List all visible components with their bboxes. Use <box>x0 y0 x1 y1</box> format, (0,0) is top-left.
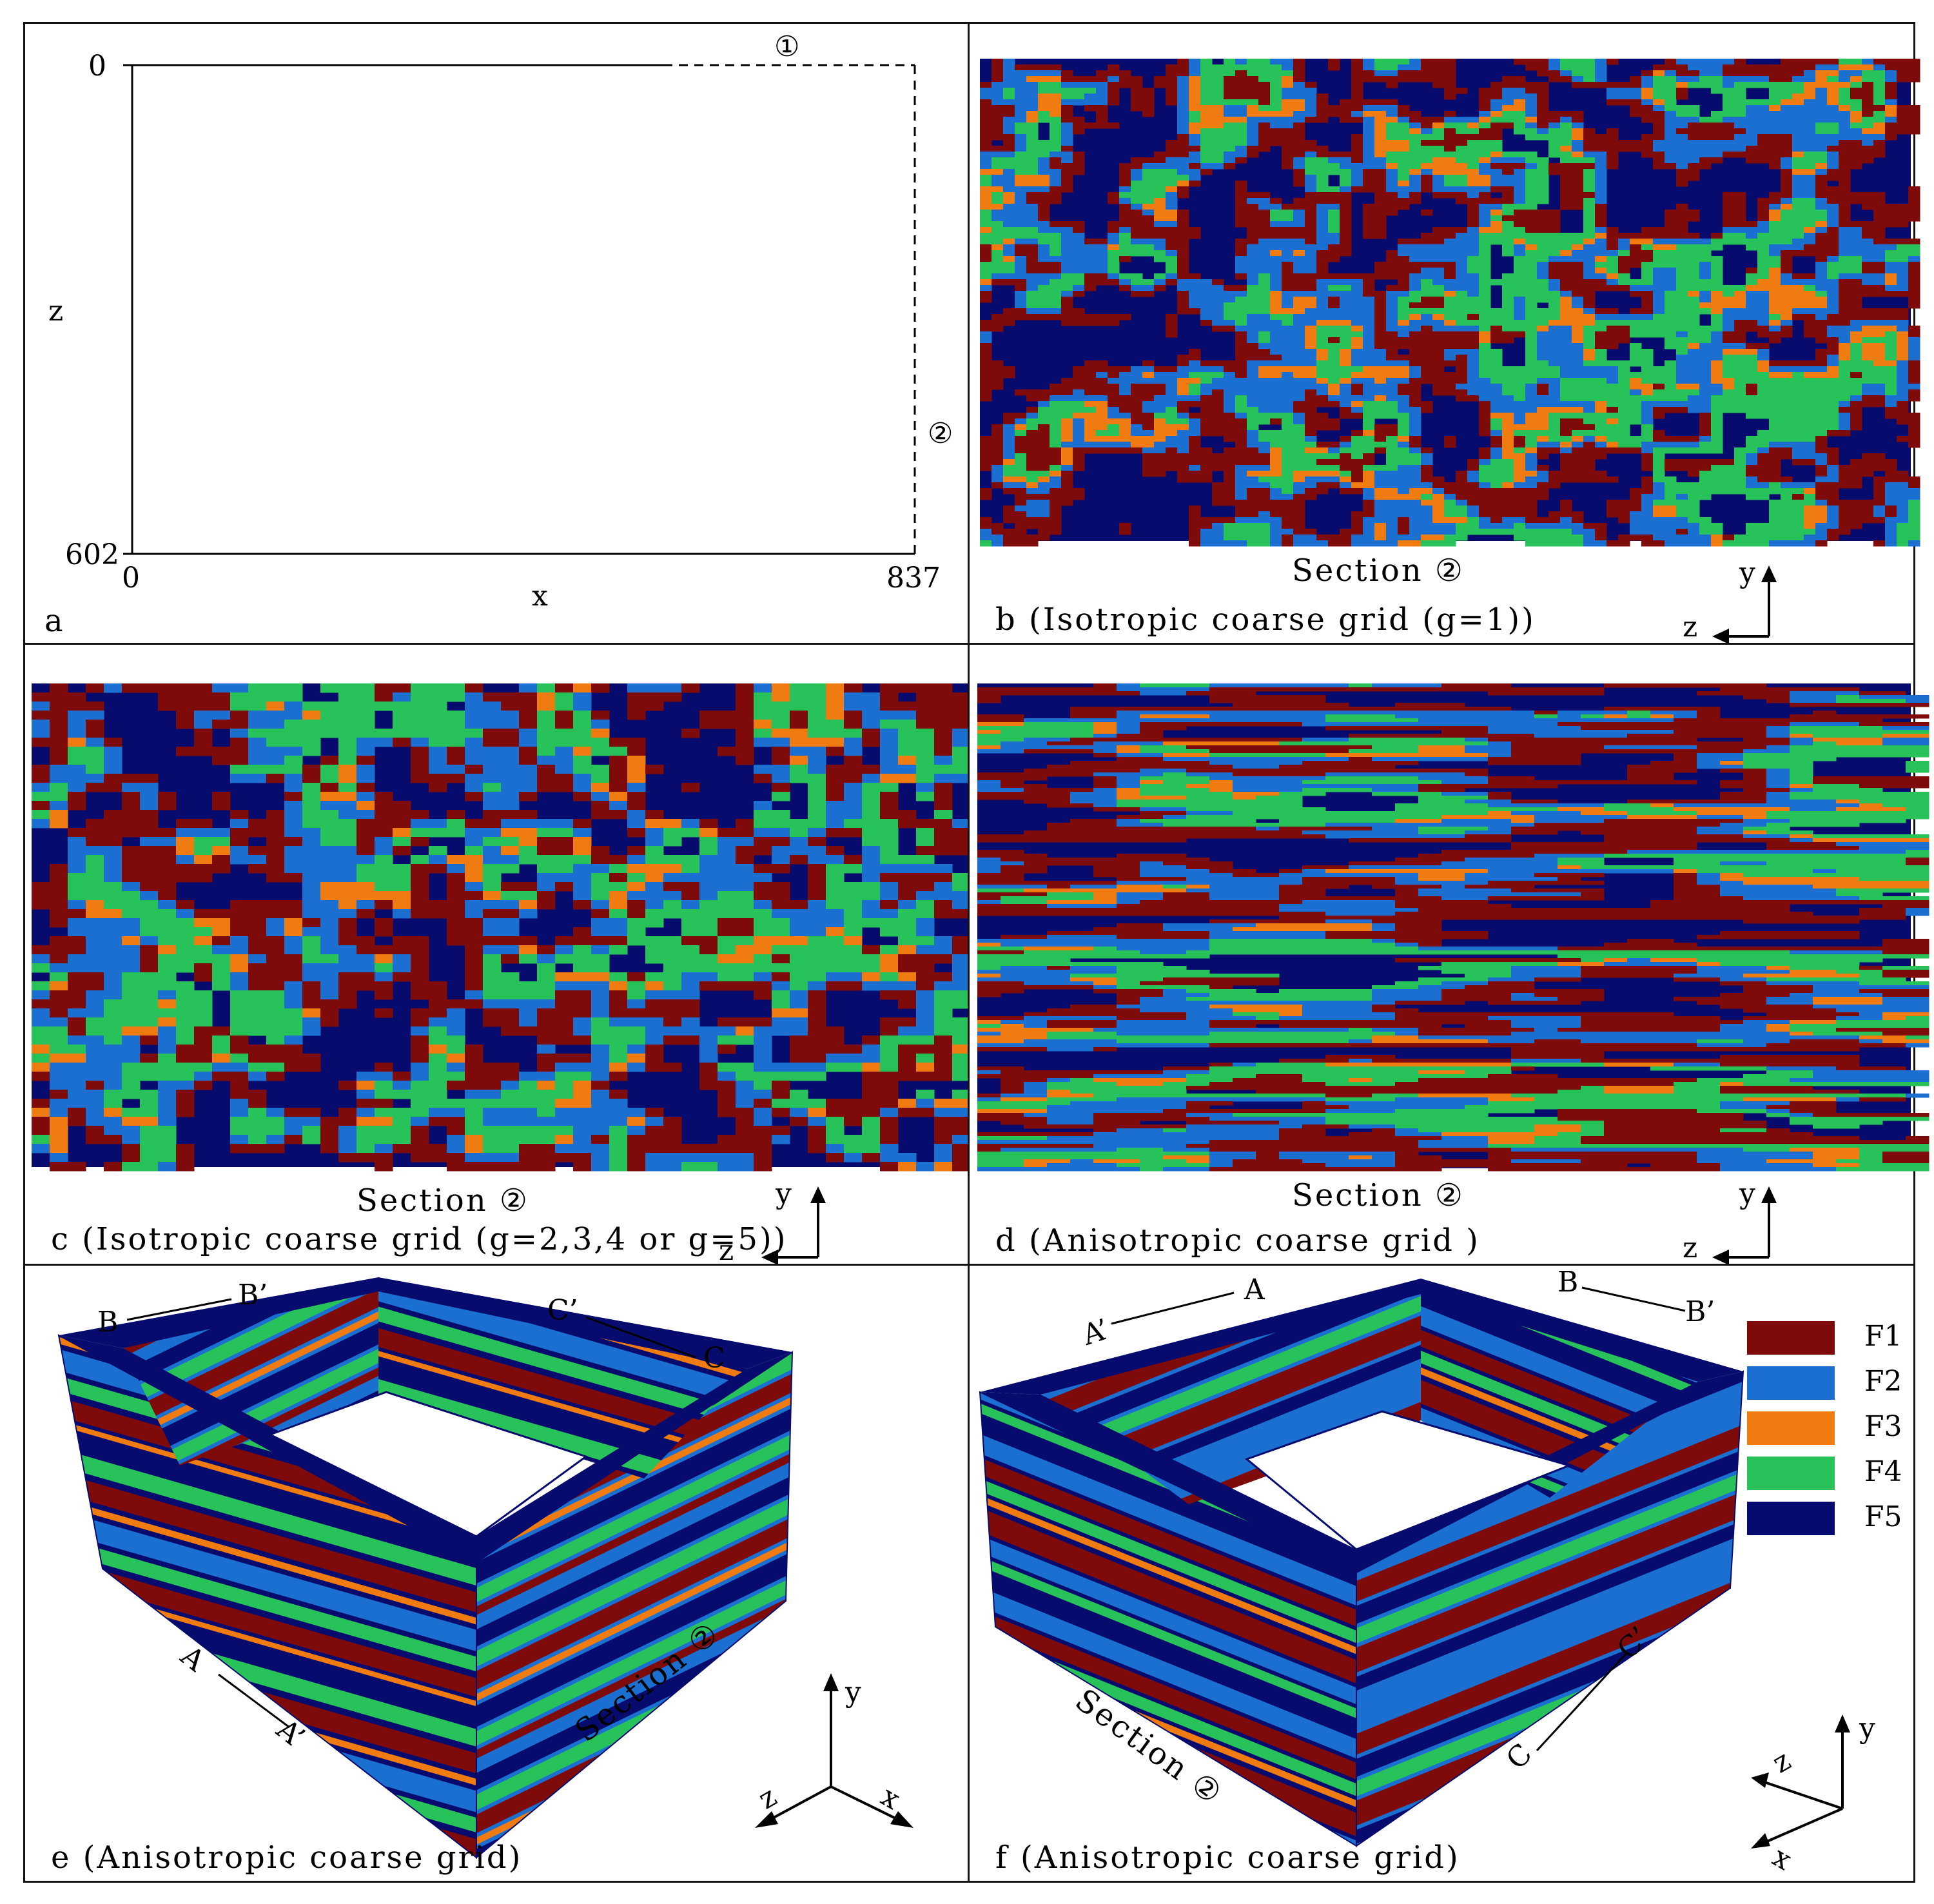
legend: F1 F2 F3 F4 F5 <box>1747 1319 1908 1564</box>
panel-c-facies-section <box>32 683 971 1172</box>
panel-d-axis-y: y <box>1739 1177 1755 1210</box>
legend-item-f5: F5 <box>1747 1499 1908 1538</box>
panel-e-3d-block <box>57 1277 913 1860</box>
panel-b-axis-z: z <box>1683 611 1698 643</box>
panel-e-axis-y: y <box>845 1676 861 1709</box>
panel-f-label-A: A <box>1244 1273 1265 1306</box>
panel-e-hollow-interior <box>268 1391 589 1538</box>
legend-label: F3 <box>1864 1410 1902 1443</box>
panel-a-frame-diagram <box>123 64 916 555</box>
legend-item-f1: F1 <box>1747 1319 1908 1357</box>
panel-d-facies-section <box>977 683 1929 1172</box>
panel-e-label-B-prime: B’ <box>238 1279 268 1311</box>
legend-swatch <box>1747 1366 1835 1400</box>
panel-e-label-B: B <box>97 1306 119 1339</box>
panel-b-caption: b (Isotropic coarse grid (g=1)) <box>995 602 1536 638</box>
z-axis-label: z <box>48 295 64 328</box>
x-tick-label-zero: 0 <box>122 562 140 594</box>
panel-c-section-label: Section ② <box>357 1183 529 1219</box>
panel-f-axis-y: y <box>1859 1712 1875 1745</box>
panel-e-inner-back-left-wall <box>123 1285 378 1466</box>
panel-e-label-C-prime: C’ <box>547 1294 578 1327</box>
panel-f-top-rim-left <box>980 1392 1356 1573</box>
panel-f-label-B: B <box>1558 1266 1579 1299</box>
panel-d-caption: d (Anisotropic coarse grid ) <box>995 1222 1480 1259</box>
legend-label: F2 <box>1864 1365 1902 1398</box>
legend-label: F4 <box>1864 1455 1902 1488</box>
panel-c-axis-z: z <box>719 1234 734 1267</box>
panel-c-axis-arrows <box>761 1186 826 1265</box>
panel-b: Section ② b (Isotropic coarse grid (g=1)… <box>968 22 1920 645</box>
panel-f-3d-block <box>979 1279 1850 1849</box>
x-axis-label: x <box>532 580 548 613</box>
panel-b-axis-arrows <box>1712 565 1777 644</box>
panel-e-top-rim-right <box>476 1352 792 1562</box>
legend-swatch <box>1747 1457 1835 1490</box>
panel-f-caption: f (Anisotropic coarse grid) <box>995 1840 1460 1876</box>
panel-e-top-rim-left <box>59 1335 476 1562</box>
panel-e-top-rim-back <box>59 1277 792 1369</box>
legend-swatch <box>1747 1411 1835 1445</box>
section-marker-2: ② <box>928 417 953 450</box>
legend-item-f3: F3 <box>1747 1409 1908 1448</box>
legend-swatch <box>1747 1321 1835 1355</box>
panel-b-section-label: Section ② <box>1292 553 1465 589</box>
panel-d-axis-z: z <box>1683 1232 1698 1264</box>
panel-c-axis-y: y <box>776 1177 792 1210</box>
panel-d-axis-arrows <box>1712 1186 1777 1265</box>
panel-f-hollow-interior <box>1244 1410 1572 1551</box>
panel-d: Section ② d (Anisotropic coarse grid ) y… <box>968 643 1929 1266</box>
panel-e-label-C: C <box>703 1342 725 1375</box>
panel-f-label-B-prime: B’ <box>1685 1295 1715 1328</box>
legend-label: F1 <box>1864 1320 1902 1353</box>
panel-e: B B’ C’ C A A’ Section ② y z x e (Anisot… <box>23 1264 970 1883</box>
panel-f: A’ A B B’ C C’ Section ② y z x f (Anisot… <box>968 1264 1915 1883</box>
panel-a-letter: a <box>44 603 65 639</box>
panel-f-top-rim-back <box>980 1279 1743 1395</box>
panel-b-facies-section <box>980 59 1920 547</box>
legend-item-f2: F2 <box>1747 1364 1908 1402</box>
z-tick-label-bottom: 602 <box>65 538 119 571</box>
panel-a: 0 z 602 0 x 837 ① ② a <box>23 22 970 645</box>
z-tick-label-top: 0 <box>88 50 106 83</box>
panel-c-caption: c (Isotropic coarse grid (g=2,3,4 or g=5… <box>51 1221 788 1257</box>
panel-d-section-label: Section ② <box>1292 1177 1465 1213</box>
legend-label: F5 <box>1864 1500 1902 1533</box>
legend-swatch <box>1747 1502 1835 1535</box>
panel-b-axis-y: y <box>1739 556 1755 589</box>
legend-item-f4: F4 <box>1747 1454 1908 1493</box>
panel-e-caption: e (Anisotropic coarse grid) <box>51 1840 523 1876</box>
section-marker-1: ① <box>774 30 800 63</box>
panel-c: Section ② c (Isotropic coarse grid (g=2,… <box>23 643 971 1267</box>
x-tick-label-max: 837 <box>886 562 941 594</box>
